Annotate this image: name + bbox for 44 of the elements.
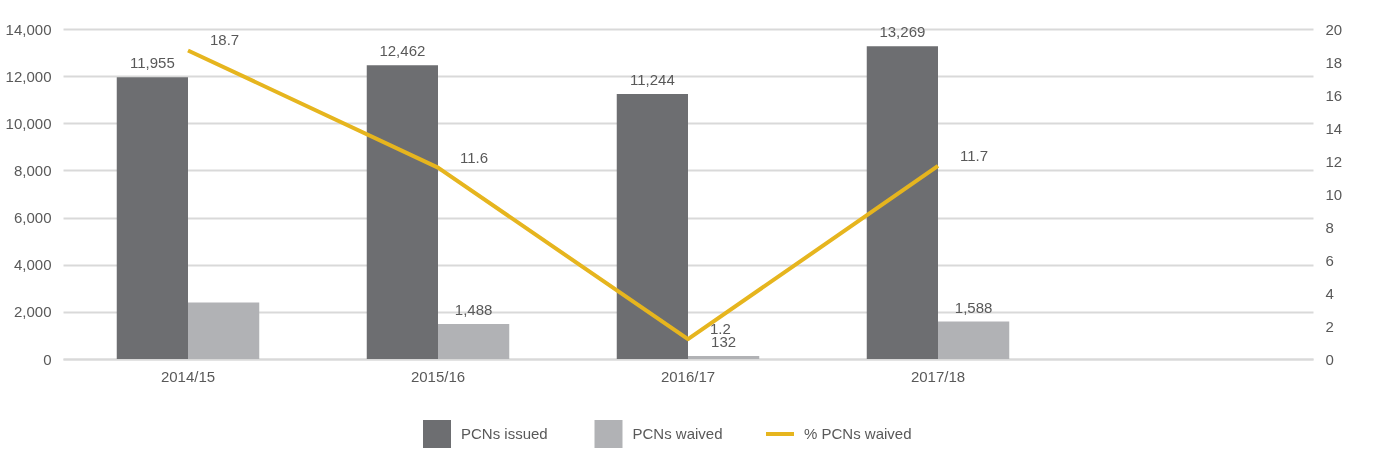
- bar: [438, 323, 510, 359]
- data-label: 18.7: [210, 31, 240, 49]
- y2-tick-label: 6: [1325, 251, 1334, 269]
- legend-label: % PCNs waived: [804, 425, 912, 442]
- data-label: 13,269: [879, 23, 926, 41]
- x-tick-label: 2016/17: [660, 367, 716, 385]
- y2-tick-label: 20: [1325, 20, 1343, 38]
- data-label: 12,462: [379, 42, 426, 60]
- legend-label: PCNs issued: [461, 425, 548, 442]
- data-label: 1,488: [454, 300, 493, 318]
- x-tick-label: 2015/16: [410, 367, 466, 385]
- y2-tick-label: 8: [1325, 218, 1334, 236]
- bar: [366, 65, 438, 359]
- y-tick-label: 12,000: [5, 67, 52, 85]
- y2-tick-label: 0: [1325, 350, 1334, 368]
- y2-tick-label: 14: [1325, 119, 1343, 137]
- y2-tick-label: 18: [1325, 53, 1343, 71]
- bar: [116, 77, 188, 359]
- data-label: 1,588: [954, 298, 993, 316]
- y2-tick-label: 16: [1325, 86, 1343, 104]
- y-tick-label: 6,000: [13, 209, 52, 227]
- bar: [688, 355, 760, 359]
- data-label: 11,955: [129, 54, 175, 72]
- y-tick-label: 0: [43, 350, 52, 368]
- y-tick-label: 2,000: [13, 303, 52, 321]
- bar: [866, 46, 938, 359]
- y-tick-label: 4,000: [13, 256, 52, 274]
- legend-label: PCNs waived: [632, 425, 723, 442]
- data-label: 11.7: [960, 146, 989, 164]
- y2-tick-label: 4: [1325, 284, 1334, 302]
- data-label: 11,244: [629, 70, 675, 88]
- y-tick-label: 10,000: [5, 114, 52, 132]
- x-tick-label: 2014/15: [160, 367, 216, 385]
- data-label: 11.6: [460, 148, 489, 166]
- y-tick-label: 8,000: [13, 161, 52, 179]
- bar: [616, 93, 688, 359]
- y2-tick-label: 12: [1325, 152, 1343, 170]
- y2-tick-label: 10: [1325, 185, 1343, 203]
- y2-tick-label: 2: [1325, 317, 1334, 335]
- bar: [938, 321, 1010, 359]
- y-tick-label: 14,000: [5, 20, 52, 38]
- data-label: 1.2: [710, 320, 731, 338]
- bar: [188, 302, 260, 359]
- x-tick-label: 2017/18: [910, 367, 966, 385]
